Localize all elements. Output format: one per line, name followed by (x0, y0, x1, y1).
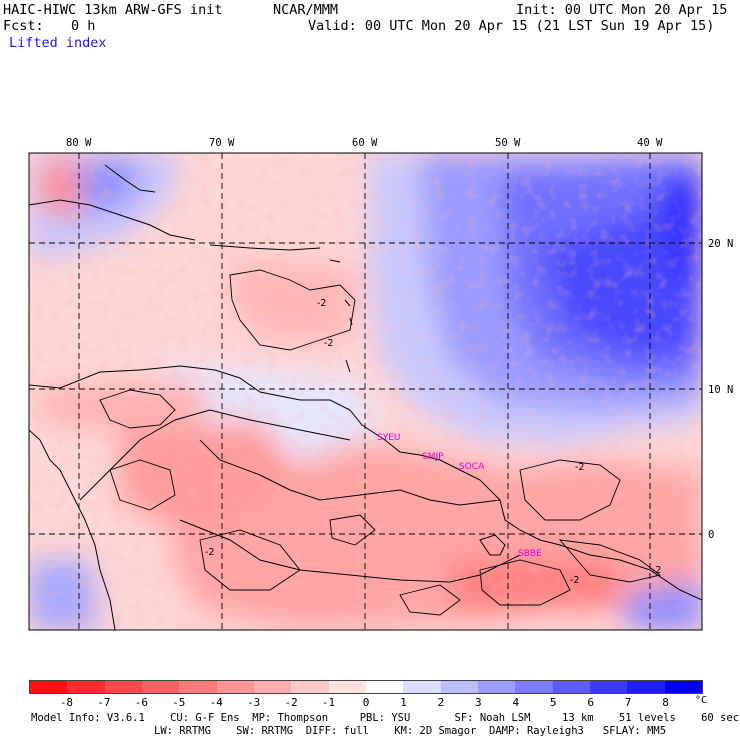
scale-tick-label: 1 (400, 696, 407, 709)
color-swatch (365, 681, 404, 693)
scale-tick-label: -8 (59, 696, 74, 709)
color-swatch (589, 681, 628, 693)
scale-tick-label: 7 (624, 696, 632, 709)
lat-label: 10 N (708, 384, 733, 396)
org-label: NCAR/MMM (273, 2, 339, 18)
scale-tick-label: -1 (321, 696, 336, 709)
unit-label: °C (695, 695, 708, 706)
scale-tick-label: -3 (247, 696, 261, 709)
init-time: Init: 00 UTC Mon 20 Apr 15 (516, 2, 728, 18)
contour-label: -2 (205, 547, 214, 558)
map-frame (28, 152, 703, 631)
lat-label: 20 N (708, 238, 733, 250)
lon-label: 40 W (637, 137, 663, 149)
scale-tick-label: -5 (172, 696, 186, 709)
color-scale-bar (29, 680, 703, 694)
color-swatch (403, 681, 441, 693)
station-label-soca: SOCA (459, 462, 485, 472)
color-swatch (552, 681, 590, 693)
contour-label: -2 (575, 462, 584, 473)
lon-label: 60 W (352, 137, 378, 149)
color-swatch (328, 681, 366, 693)
scale-tick-label: 8 (662, 696, 669, 709)
color-swatch (477, 681, 516, 693)
contour-label: -2 (570, 575, 579, 586)
scale-tick-label: 3 (475, 696, 482, 709)
color-swatch (179, 681, 217, 693)
lon-label: 50 W (495, 137, 521, 149)
color-swatch (216, 681, 254, 693)
station-label-smjp: SMJP (422, 452, 444, 462)
station-label-sbbe: SBBE (518, 549, 542, 559)
contour-label: -2 (324, 338, 333, 349)
color-swatch (664, 681, 702, 693)
lifted-index-map: 80 W 70 W 60 W 50 W 40 W 20 N 10 N 0 SYE… (28, 137, 733, 631)
lon-label: 70 W (209, 137, 235, 149)
scale-tick-label: 4 (512, 696, 520, 709)
scale-tick-label: 2 (437, 696, 445, 709)
scale-tick-label: -4 (209, 696, 223, 709)
scale-tick-label: 0 (362, 696, 370, 709)
graticule (29, 153, 702, 630)
contours (99, 269, 662, 616)
fcst-label: Fcst: (3, 18, 44, 34)
scale-tick-label: 5 (549, 696, 557, 709)
model-info-line2: LW: RRTMG SW: RRTMG DIFF: full KM: 2D Sm… (154, 725, 667, 737)
contour-label: -2 (317, 298, 326, 309)
color-swatch (30, 681, 68, 693)
fcst-value: 0 h (71, 18, 96, 34)
station-label-syeu: SYEU (377, 433, 400, 443)
coastlines (29, 164, 702, 630)
color-swatch (440, 681, 478, 693)
scale-tick-label: -2 (284, 696, 298, 709)
color-scale-ticks: -8 -7 -6 -5 -4 -3 -2 -1 0 1 2 3 4 5 6 7 8 (29, 696, 703, 710)
color-swatch (67, 681, 105, 693)
model-title: HAIC-HIWC 13km ARW-GFS init (3, 2, 223, 18)
scale-tick-label: -6 (134, 696, 148, 709)
scale-tick-label: 6 (587, 696, 594, 709)
color-swatch (141, 681, 180, 693)
lat-label: 0 (708, 529, 714, 541)
field-name: Lifted index (9, 35, 107, 51)
lon-label: 80 W (66, 137, 92, 149)
contour-label: -2 (652, 565, 661, 576)
color-swatch (627, 681, 665, 693)
color-swatch (104, 681, 142, 693)
valid-time: Valid: 00 UTC Mon 20 Apr 15 (21 LST Sun … (308, 18, 715, 34)
color-swatch (515, 681, 553, 693)
scale-tick-label: -7 (97, 696, 111, 709)
color-swatch (253, 681, 292, 693)
shaded-field (29, 153, 702, 630)
color-swatch (291, 681, 329, 693)
model-info-line1: Model Info: V3.6.1 CU: G-F Ens MP: Thomp… (31, 712, 740, 724)
